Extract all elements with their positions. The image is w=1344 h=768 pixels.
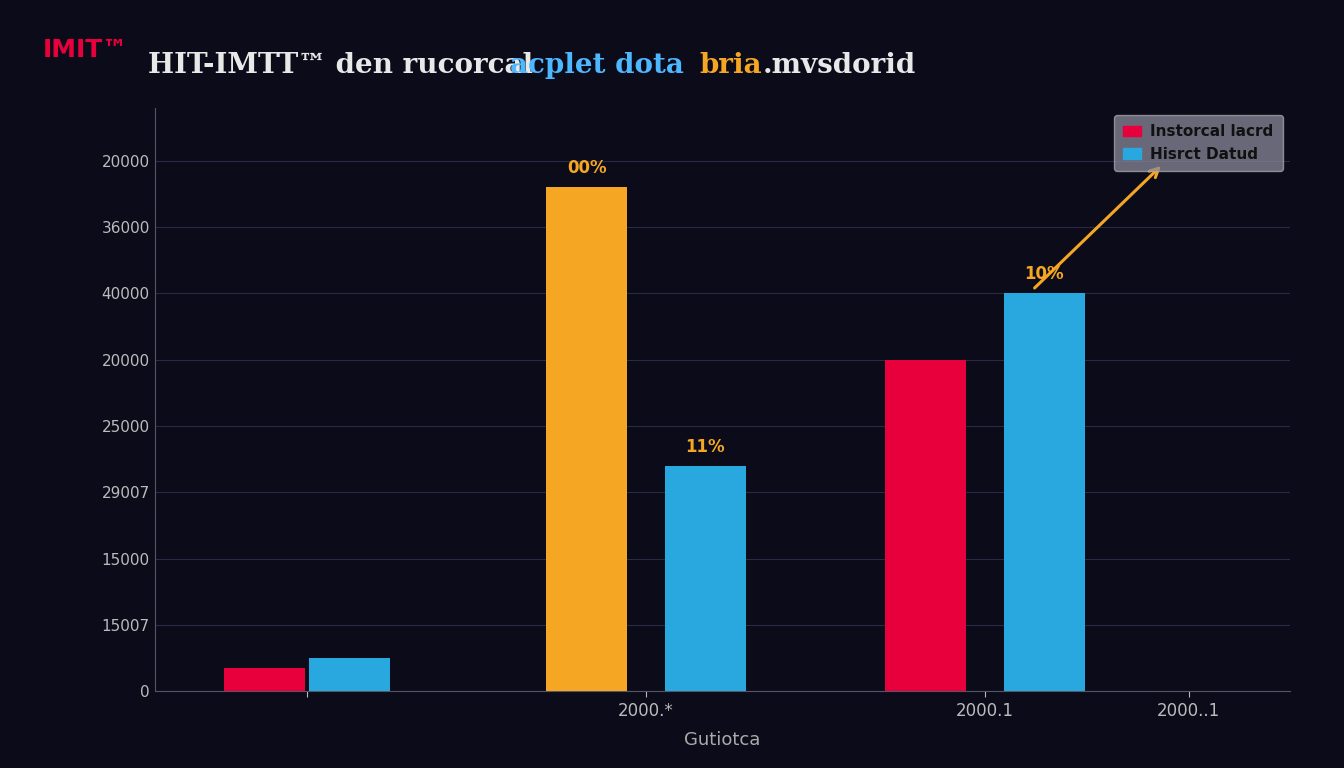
Bar bbox=[309, 658, 390, 691]
Bar bbox=[886, 359, 966, 691]
Text: IMIT™: IMIT™ bbox=[43, 38, 128, 62]
X-axis label: Gutiotca: Gutiotca bbox=[684, 730, 761, 749]
Text: bria: bria bbox=[700, 51, 762, 79]
Legend: Instorcal lacrd, Hisrct Datud: Instorcal lacrd, Hisrct Datud bbox=[1114, 115, 1282, 171]
Text: .mvsdorid: .mvsdorid bbox=[762, 51, 915, 79]
Text: 10%: 10% bbox=[1024, 265, 1064, 283]
Bar bbox=[1004, 293, 1085, 691]
Bar bbox=[224, 668, 305, 691]
Text: 11%: 11% bbox=[685, 438, 726, 455]
Text: 00%: 00% bbox=[567, 159, 606, 177]
Text: acplet dota: acplet dota bbox=[511, 51, 684, 79]
Bar bbox=[665, 465, 746, 691]
Text: HIT-IMTT™ den rucorcal: HIT-IMTT™ den rucorcal bbox=[148, 51, 543, 79]
Bar bbox=[546, 187, 628, 691]
